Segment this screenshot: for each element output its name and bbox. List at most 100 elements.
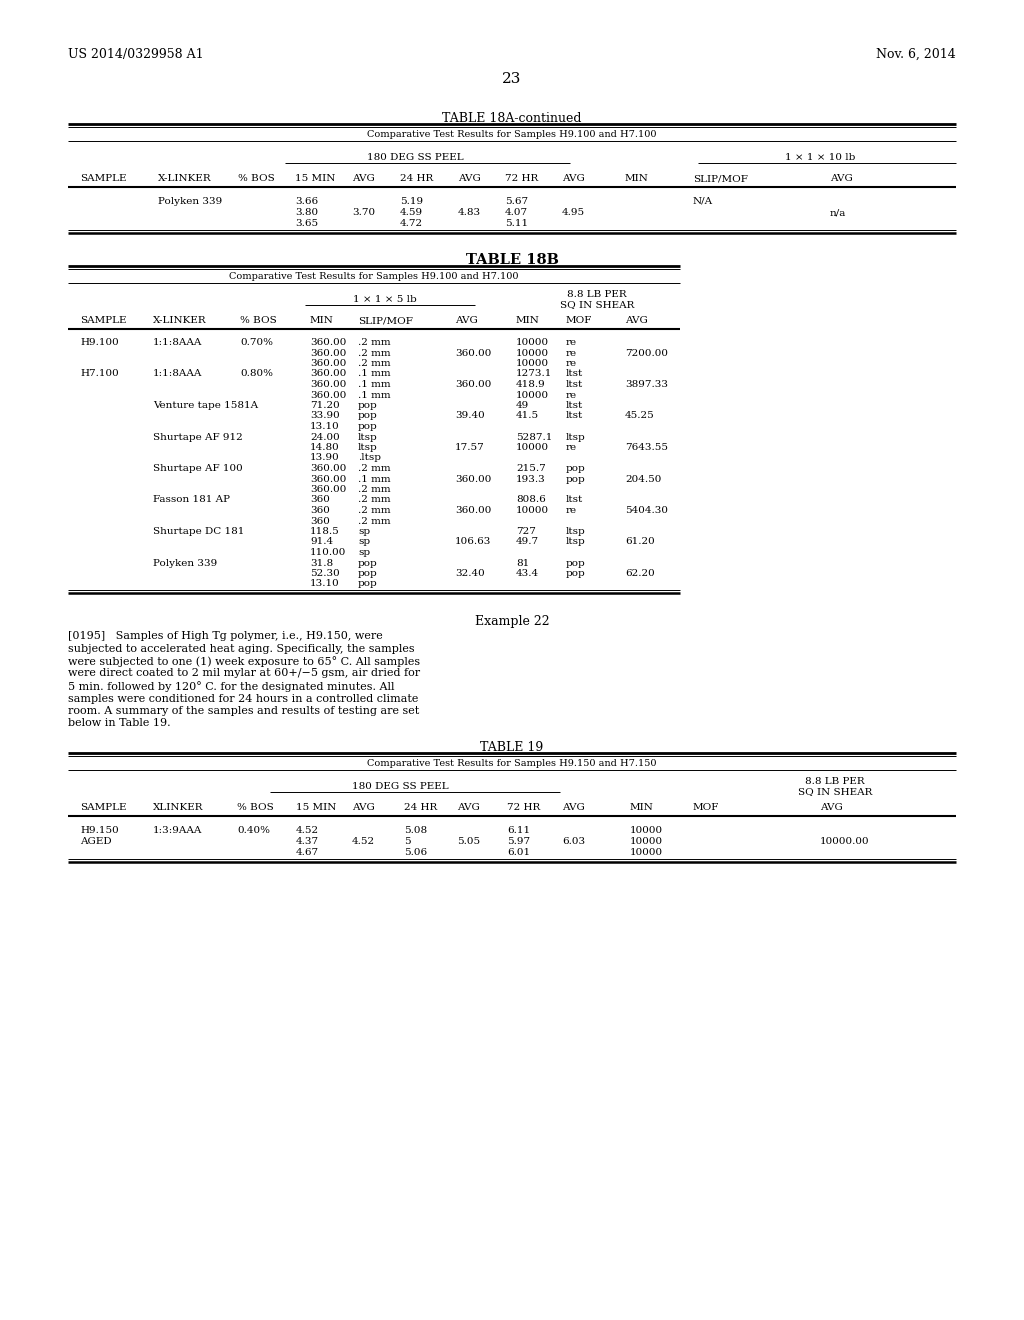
Text: 43.4: 43.4: [516, 569, 539, 578]
Text: sp: sp: [358, 537, 370, 546]
Text: AVG: AVG: [458, 174, 481, 183]
Text: 1273.1: 1273.1: [516, 370, 552, 379]
Text: 45.25: 45.25: [625, 412, 654, 421]
Text: 32.40: 32.40: [455, 569, 484, 578]
Text: 106.63: 106.63: [455, 537, 492, 546]
Text: re: re: [566, 359, 578, 368]
Text: 5.97: 5.97: [507, 837, 530, 846]
Text: 5.06: 5.06: [404, 847, 427, 857]
Text: 6.03: 6.03: [562, 837, 585, 846]
Text: n/a: n/a: [830, 209, 847, 216]
Text: 4.59: 4.59: [400, 209, 423, 216]
Text: ltsp: ltsp: [566, 537, 586, 546]
Text: Nov. 6, 2014: Nov. 6, 2014: [877, 48, 956, 61]
Text: Venture tape 1581A: Venture tape 1581A: [153, 401, 258, 411]
Text: AVG: AVG: [352, 174, 375, 183]
Text: .1 mm: .1 mm: [358, 474, 390, 483]
Text: 0.80%: 0.80%: [240, 370, 273, 379]
Text: pop: pop: [566, 474, 586, 483]
Text: 808.6: 808.6: [516, 495, 546, 504]
Text: 14.80: 14.80: [310, 444, 340, 451]
Text: Shurtape AF 912: Shurtape AF 912: [153, 433, 243, 441]
Text: % BOS: % BOS: [237, 803, 273, 812]
Text: 360.00: 360.00: [310, 391, 346, 400]
Text: X-LINKER: X-LINKER: [153, 315, 207, 325]
Text: 3897.33: 3897.33: [625, 380, 668, 389]
Text: ltsp: ltsp: [566, 527, 586, 536]
Text: 39.40: 39.40: [455, 412, 484, 421]
Text: MIN: MIN: [310, 315, 334, 325]
Text: samples were conditioned for 24 hours in a controlled climate: samples were conditioned for 24 hours in…: [68, 693, 419, 704]
Text: 6.11: 6.11: [507, 826, 530, 836]
Text: Shurtape DC 181: Shurtape DC 181: [153, 527, 245, 536]
Text: 4.52: 4.52: [352, 837, 375, 846]
Text: 360.00: 360.00: [310, 338, 346, 347]
Text: re: re: [566, 348, 578, 358]
Text: .2 mm: .2 mm: [358, 348, 390, 358]
Text: 4.52: 4.52: [296, 826, 319, 836]
Text: 8.8 LB PER: 8.8 LB PER: [567, 290, 627, 300]
Text: TABLE 19: TABLE 19: [480, 741, 544, 754]
Text: % BOS: % BOS: [238, 174, 274, 183]
Text: 31.8: 31.8: [310, 558, 333, 568]
Text: [0195]   Samples of High Tg polymer, i.e., H9.150, were: [0195] Samples of High Tg polymer, i.e.,…: [68, 631, 383, 642]
Text: 215.7: 215.7: [516, 465, 546, 473]
Text: ltsp: ltsp: [358, 433, 378, 441]
Text: .2 mm: .2 mm: [358, 338, 390, 347]
Text: Shurtape AF 100: Shurtape AF 100: [153, 465, 243, 473]
Text: 180 DEG SS PEEL: 180 DEG SS PEEL: [351, 781, 449, 791]
Text: 72 HR: 72 HR: [505, 174, 539, 183]
Text: 10000: 10000: [516, 348, 549, 358]
Text: ltst: ltst: [566, 380, 584, 389]
Text: 41.5: 41.5: [516, 412, 539, 421]
Text: 1 × 1 × 10 lb: 1 × 1 × 10 lb: [784, 153, 855, 162]
Text: 72 HR: 72 HR: [507, 803, 541, 812]
Text: AVG: AVG: [820, 803, 843, 812]
Text: 180 DEG SS PEEL: 180 DEG SS PEEL: [367, 153, 463, 162]
Text: 0.40%: 0.40%: [237, 826, 270, 836]
Text: 418.9: 418.9: [516, 380, 546, 389]
Text: H7.100: H7.100: [80, 370, 119, 379]
Text: US 2014/0329958 A1: US 2014/0329958 A1: [68, 48, 204, 61]
Text: MIN: MIN: [516, 315, 540, 325]
Text: 5.11: 5.11: [505, 219, 528, 228]
Text: 4.37: 4.37: [296, 837, 319, 846]
Text: .2 mm: .2 mm: [358, 506, 390, 515]
Text: pop: pop: [358, 412, 378, 421]
Text: pop: pop: [358, 401, 378, 411]
Text: 49.7: 49.7: [516, 537, 539, 546]
Text: 13.90: 13.90: [310, 454, 340, 462]
Text: were subjected to one (1) week exposure to 65° C. All samples: were subjected to one (1) week exposure …: [68, 656, 420, 667]
Text: 10000: 10000: [516, 506, 549, 515]
Text: 10000: 10000: [630, 826, 664, 836]
Text: SLIP/MOF: SLIP/MOF: [358, 315, 413, 325]
Text: SAMPLE: SAMPLE: [80, 315, 127, 325]
Text: 71.20: 71.20: [310, 401, 340, 411]
Text: ltsp: ltsp: [566, 433, 586, 441]
Text: 360.00: 360.00: [310, 370, 346, 379]
Text: sp: sp: [358, 527, 370, 536]
Text: TABLE 18A-continued: TABLE 18A-continued: [442, 112, 582, 125]
Text: 5: 5: [404, 837, 411, 846]
Text: pop: pop: [358, 579, 378, 589]
Text: pop: pop: [358, 558, 378, 568]
Text: 4.67: 4.67: [296, 847, 319, 857]
Text: 24 HR: 24 HR: [400, 174, 433, 183]
Text: Polyken 339: Polyken 339: [158, 197, 222, 206]
Text: MIN: MIN: [630, 803, 654, 812]
Text: 8.8 LB PER: 8.8 LB PER: [805, 777, 865, 785]
Text: AVG: AVG: [830, 174, 853, 183]
Text: 4.07: 4.07: [505, 209, 528, 216]
Text: Comparative Test Results for Samples H9.100 and H7.100: Comparative Test Results for Samples H9.…: [229, 272, 519, 281]
Text: 33.90: 33.90: [310, 412, 340, 421]
Text: ltst: ltst: [566, 370, 584, 379]
Text: 110.00: 110.00: [310, 548, 346, 557]
Text: 193.3: 193.3: [516, 474, 546, 483]
Text: .2 mm: .2 mm: [358, 484, 390, 494]
Text: 1 × 1 × 5 lb: 1 × 1 × 5 lb: [353, 294, 417, 304]
Text: pop: pop: [566, 569, 586, 578]
Text: 5.19: 5.19: [400, 197, 423, 206]
Text: 360.00: 360.00: [310, 465, 346, 473]
Text: 360.00: 360.00: [455, 348, 492, 358]
Text: 3.70: 3.70: [352, 209, 375, 216]
